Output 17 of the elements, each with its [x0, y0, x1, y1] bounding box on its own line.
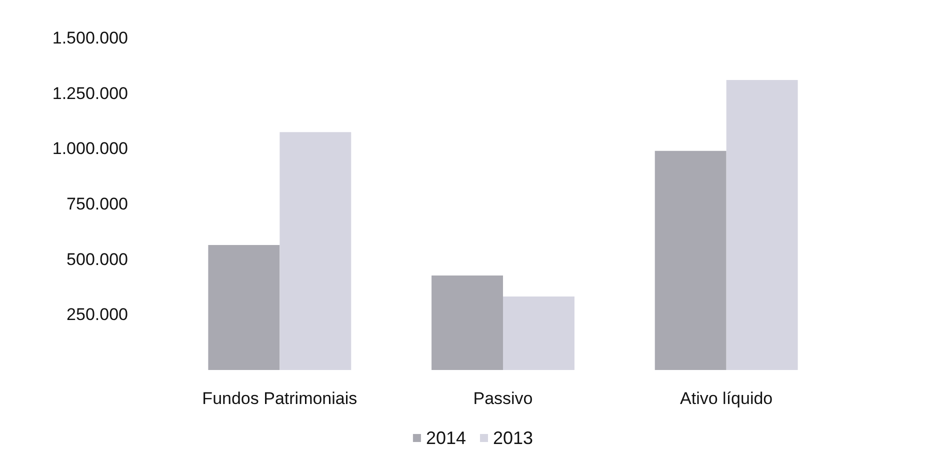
- y-tick-label: 250.000: [66, 305, 128, 324]
- bar: [726, 80, 798, 370]
- bar: [280, 132, 352, 370]
- bar: [503, 296, 574, 370]
- legend-label: 2013: [493, 428, 534, 448]
- bar: [208, 244, 280, 370]
- y-tick-label: 750.000: [66, 194, 128, 214]
- x-tick-label: Passivo: [473, 389, 533, 408]
- legend-label: 2014: [426, 428, 466, 448]
- bar: [432, 275, 503, 370]
- y-tick-label: 500.000: [66, 250, 128, 269]
- x-tick-label: Fundos Patrimoniais: [202, 389, 358, 408]
- y-tick-label: 1.000.000: [52, 139, 128, 158]
- y-tick-label: 1.250.000: [52, 84, 128, 103]
- y-tick-label: 1.500.000: [52, 28, 128, 48]
- bar: [654, 150, 726, 370]
- x-tick-label: Ativo líquido: [680, 389, 773, 408]
